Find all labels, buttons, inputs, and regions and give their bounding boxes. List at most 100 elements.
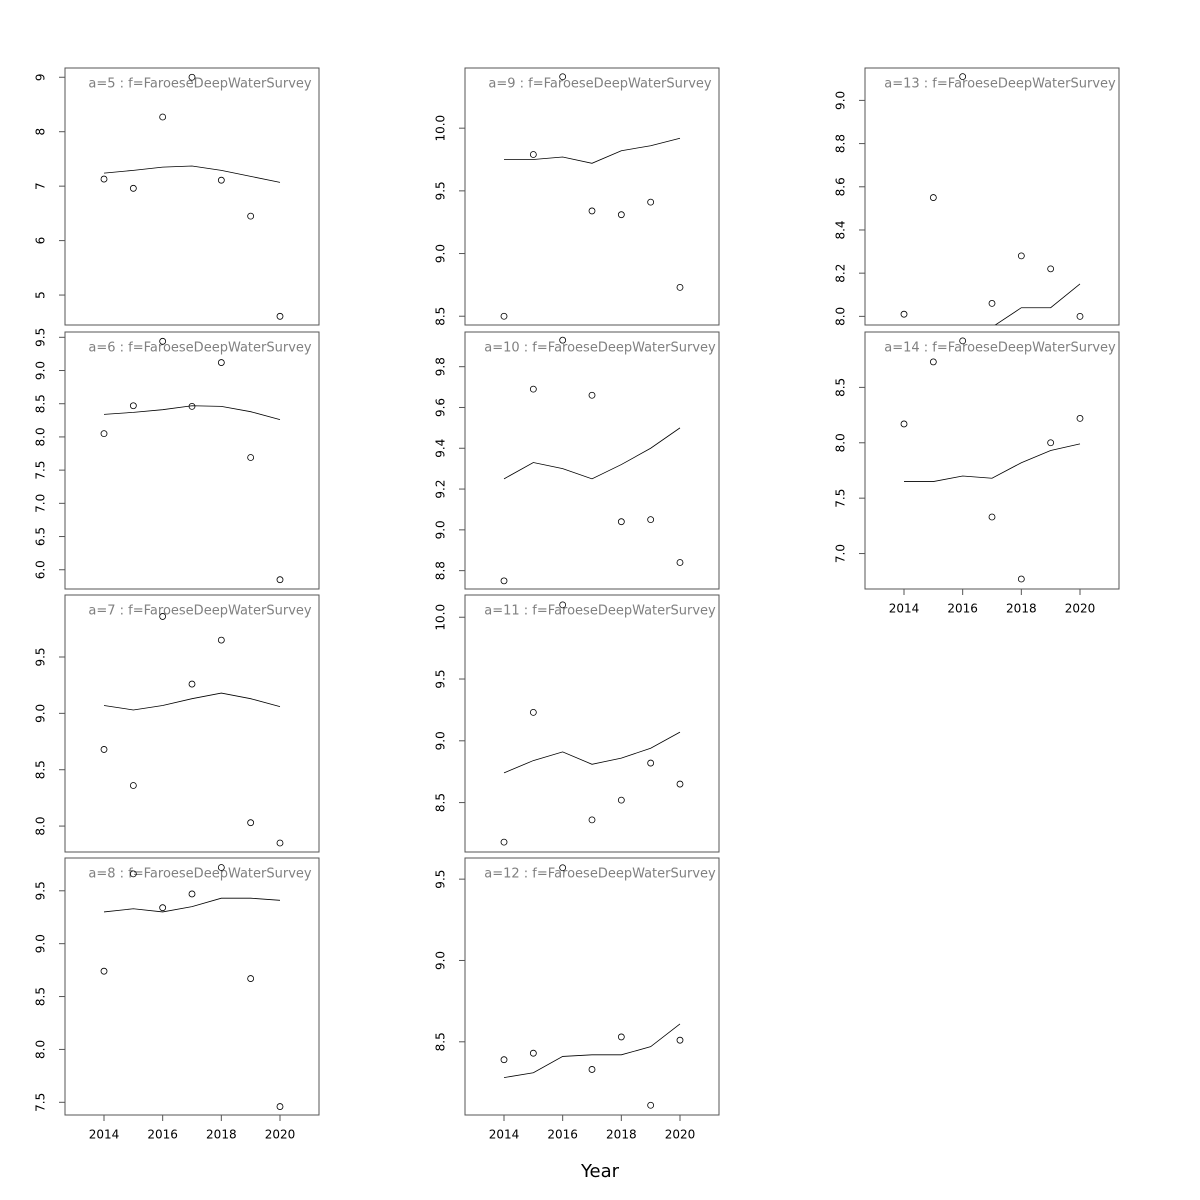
panel-frame	[64, 331, 320, 590]
data-point	[959, 73, 967, 81]
y-tick-label: 9.8	[434, 357, 448, 376]
y-tick-label: 6.0	[34, 560, 48, 579]
data-point	[217, 359, 225, 366]
y-tick-label: 8.5	[34, 760, 48, 779]
panel: 7.0 7.5 8.0 8.5 2014 2016 2018 2020 a=14 : f=Far…	[834, 331, 1120, 616]
y-tick-label: 8.4	[834, 220, 848, 239]
data-point	[588, 391, 596, 399]
panel-title: a=6 : f=FaroeseDeepWaterSurvey	[88, 341, 311, 356]
panel-frame	[864, 331, 1120, 590]
y-tick-label: 8.0	[834, 307, 848, 326]
y-tick-label: 9.6	[434, 398, 448, 417]
plot-area	[103, 897, 281, 913]
y-tick-label: 8.0	[834, 433, 848, 452]
x-tick-label: 2020	[265, 1128, 296, 1142]
data-point	[217, 636, 225, 644]
y-tick-label: 10.0	[434, 604, 448, 631]
y-tick-label: 7.0	[34, 494, 48, 513]
data-point	[276, 839, 284, 847]
x-tick-label: 2018	[606, 1128, 637, 1142]
panel-frame	[864, 67, 1120, 326]
data-point	[676, 559, 684, 566]
data-point	[559, 73, 567, 81]
data-point	[129, 184, 137, 192]
y-tick-label: 9.0	[834, 91, 848, 110]
data-point	[247, 454, 255, 461]
data-point	[588, 1066, 596, 1073]
y-tick-label: 8.5	[434, 793, 448, 812]
data-point	[159, 904, 167, 912]
panel-frame	[64, 857, 320, 1116]
data-point	[529, 151, 537, 158]
panel-frame	[464, 331, 720, 590]
fit-line	[904, 443, 1081, 482]
y-tick-label: 7	[34, 182, 48, 190]
y-tick-label: 8.5	[434, 307, 448, 326]
panel-frame	[464, 857, 720, 1116]
data-point	[900, 310, 908, 318]
data-point	[588, 207, 596, 215]
y-tick-label: 10.0	[434, 115, 448, 142]
data-point	[188, 890, 196, 898]
fit-line	[503, 1023, 681, 1078]
data-point	[559, 336, 567, 344]
y-tick-label: 8.5	[34, 987, 48, 1006]
data-point	[676, 283, 684, 291]
y-tick-label: 9.4	[434, 439, 448, 458]
data-point	[1047, 265, 1055, 273]
data-point	[617, 1033, 625, 1041]
data-point	[1047, 439, 1055, 447]
data-point	[276, 1103, 284, 1110]
panel-title: a=9 : f=FaroeseDeepWaterSurvey	[488, 77, 711, 92]
data-point	[617, 796, 625, 804]
y-tick-label: 8.5	[34, 394, 48, 413]
panel: 8.5 9.0 9.5 10.0 a=9 : f=FaroeseDeepWaterSur…	[434, 67, 720, 326]
data-point	[500, 312, 508, 320]
y-tick-label: 7.5	[34, 1093, 48, 1112]
y-tick-label: 8.6	[834, 177, 848, 196]
y-tick-label: 8.8	[434, 561, 448, 580]
panel: 7.5 8.0 8.5 9.0 9.5 2014 2016 2018 2020 a=8 : f=F…	[34, 857, 320, 1142]
x-tick-label: 2020	[665, 1128, 696, 1142]
data-point	[247, 212, 255, 220]
data-point	[500, 577, 508, 585]
data-point	[559, 601, 567, 609]
data-point	[500, 1056, 508, 1064]
y-tick-label: 7.5	[834, 489, 848, 508]
panel-frame	[464, 594, 720, 853]
plot-area	[504, 137, 681, 164]
data-point	[988, 513, 996, 521]
data-point	[159, 113, 167, 121]
data-point	[276, 576, 284, 584]
data-point	[1017, 252, 1025, 260]
data-point	[100, 430, 108, 438]
data-point	[276, 312, 284, 320]
y-tick-label: 9.0	[434, 731, 448, 750]
y-tick-label: 8.0	[34, 817, 48, 836]
y-tick-label: 8.5	[834, 378, 848, 397]
data-point	[159, 337, 167, 345]
fit-line	[103, 405, 281, 421]
y-tick-label: 9.0	[434, 244, 448, 263]
panel: 8.0 8.5 9.0 9.5 a=7 : f=FaroeseDeepWaterSurv…	[34, 594, 320, 853]
plot-area	[503, 427, 681, 480]
fit-line	[503, 731, 681, 774]
panel-title: a=11 : f=FaroeseDeepWaterSurvey	[484, 604, 716, 619]
data-point	[617, 518, 625, 526]
x-tick-label: 2018	[206, 1128, 237, 1142]
panel-title: a=7 : f=FaroeseDeepWaterSurvey	[88, 604, 311, 619]
panel: 6.0 6.5 7.0 7.5 8.0 8.5 9.0 9.5 a=6 : f=FaroeseD…	[34, 328, 320, 590]
data-point	[529, 385, 537, 393]
data-point	[647, 1101, 655, 1109]
panel: 8.8 9.0 9.2 9.4 9.6 9.8 a=10 : f=FaroeseDeepWa…	[434, 331, 720, 590]
data-point	[1076, 415, 1084, 422]
y-tick-label: 9.5	[34, 881, 48, 900]
fit-line	[103, 897, 281, 913]
data-point	[529, 1049, 537, 1057]
y-tick-label: 8.5	[434, 1032, 448, 1051]
y-tick-label: 8	[34, 128, 48, 136]
x-tick-label: 2014	[889, 602, 920, 616]
x-axis-label: Year	[580, 1161, 620, 1182]
x-tick-label: 2014	[89, 1128, 120, 1142]
x-tick-label: 2016	[547, 1128, 578, 1142]
